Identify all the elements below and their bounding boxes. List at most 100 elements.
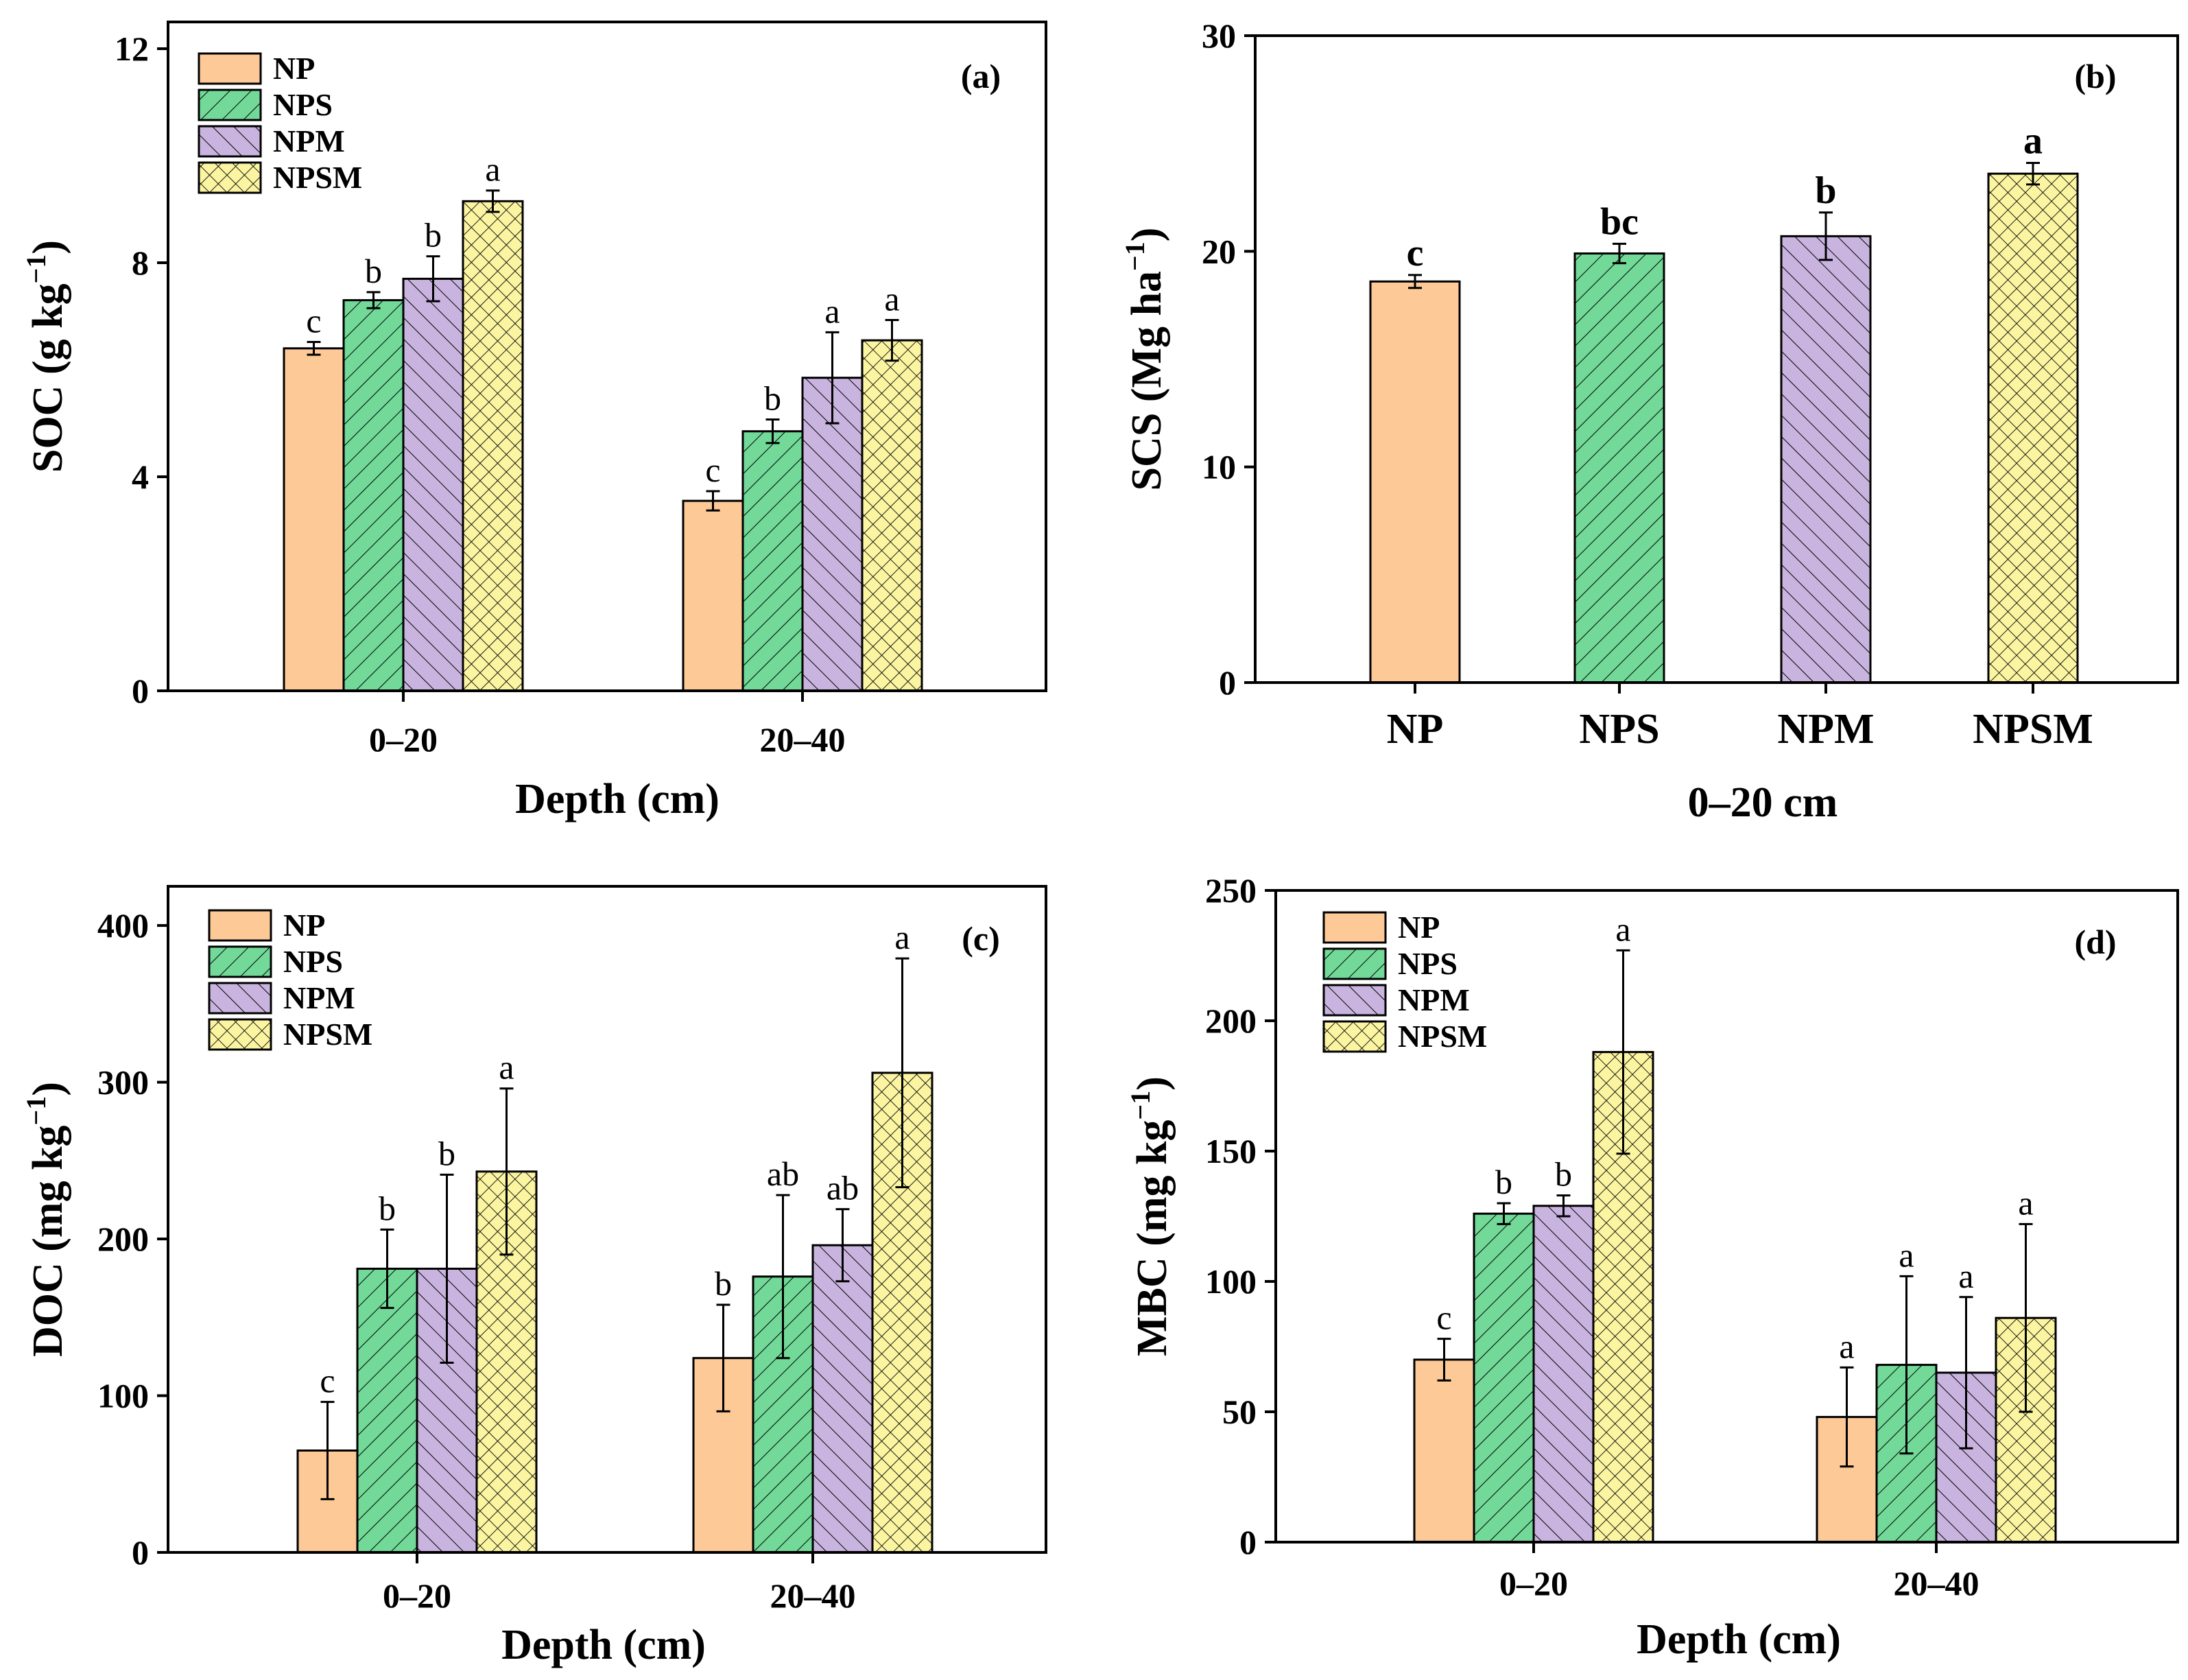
panel-label: (d) [2074,923,2116,961]
legend-swatch-nps [208,945,272,978]
y-tick-label: 300 [97,1063,149,1102]
y-axis-title-tail: ) [1129,1076,1176,1091]
significance-letter: a [2018,1183,2033,1222]
y-axis-title: DOC (mg kg−1) [21,1082,71,1357]
legend-label-np: NP [1398,910,1440,945]
x-axis-title: Depth (cm) [515,776,720,823]
y-axis-title-main: SOC (g kg [25,283,71,473]
chart-panel-b: 0 10 20 30 SCS (Mg ha−1) 0–20 cm (b) c NP bc NPS b N… [1119,16,2179,826]
legend-label-npm: NPM [1398,982,1470,1017]
y-tick-label: 150 [1205,1132,1257,1170]
y-tick-label: 250 [1205,871,1257,910]
legend-label-npm: NPM [283,980,355,1015]
y-tick-label: 20 [1202,232,1236,270]
legend-swatch-npm [208,982,272,1015]
panel-label: (a) [961,57,1001,95]
legend-swatch-npm [1322,984,1387,1017]
x-tick-label: 0–20 [383,1576,451,1615]
plot-frame [1274,889,2179,1543]
significance-letter: c [306,301,321,340]
y-tick-label: 8 [132,244,149,282]
bar-npm [1780,235,1872,684]
y-axis-title-sup: −1 [1119,241,1150,271]
significance-letter: ab [827,1169,859,1207]
panel-label: (c) [962,919,1000,958]
legend-label-np: NP [283,908,325,943]
x-tick-label: NPS [1579,706,1659,753]
y-tick-label: 100 [1205,1262,1257,1301]
significance-letter: a [884,279,899,318]
x-tick-label: NPSM [1973,706,2093,753]
significance-letter: b [715,1264,732,1303]
y-tick-label: 400 [97,906,149,945]
x-tick-label: 20–40 [760,720,846,759]
x-tick-label: 0–20 [1499,1564,1568,1602]
bar-npsm [1987,172,2079,684]
legend-swatch-npm [198,125,262,158]
significance-letter: a [1899,1235,1914,1274]
bar-npm [402,277,464,692]
bar-npm [1532,1205,1595,1543]
bar-npsm [462,200,524,692]
y-axis-title-tail: ) [25,240,71,255]
significance-letter: a [1839,1327,1854,1365]
y-axis-title: SCS (Mg ha−1) [1119,228,1170,491]
y-tick-label: 12 [115,29,149,68]
legend-label-nps: NPS [273,87,333,122]
bar-nps [1473,1212,1535,1543]
plot-frame [1254,34,2179,684]
y-axis-title-main: SCS (Mg ha [1123,271,1170,490]
y-tick-label: 100 [97,1377,149,1415]
significance-letter: a [1615,910,1630,948]
significance-letter: ab [767,1155,799,1193]
legend-swatch-np [198,52,262,85]
y-tick-label: 0 [1219,663,1236,702]
y-tick-label: 200 [1205,1002,1257,1040]
bar-np [1413,1358,1475,1543]
legend-swatch-nps [198,88,262,121]
significance-letter: b [1815,169,1836,212]
significance-letter: a [499,1048,514,1087]
x-tick-label: 20–40 [770,1576,856,1615]
legend-swatch-npsm [198,161,262,194]
significance-letter: a [824,292,840,330]
significance-letter: c [1407,232,1424,274]
bar-nps [1573,252,1665,684]
significance-letter: a [1958,1257,1973,1295]
bar-np [1369,280,1461,684]
legend-label-npsm: NPSM [283,1017,372,1052]
y-tick-label: 50 [1222,1393,1257,1431]
legend-swatch-npsm [1322,1020,1387,1053]
chart-panel-d: 0 50 100 150 200 250 MBC (mg kg−1) Depth (cm) (d… [1125,871,2179,1663]
x-tick-label: NPM [1777,706,1874,753]
bar-npm [811,1244,874,1554]
significance-letter: bc [1600,200,1639,243]
y-tick-label: 0 [1239,1523,1257,1561]
y-axis-title-main: MBC (mg kg [1129,1120,1176,1356]
significance-letter: a [485,150,500,189]
significance-letter: b [1555,1155,1572,1194]
plot-frame [167,885,1047,1554]
legend-swatch-np [1322,911,1387,944]
significance-letter: a [2023,119,2043,162]
x-tick-label: 0–20 [369,720,438,759]
significance-letter: b [764,379,781,418]
x-axis-title: 0–20 cm [1688,779,1838,826]
significance-letter: b [365,252,382,290]
panel-label: (b) [2074,57,2116,95]
x-axis-title: Depth (cm) [501,1622,706,1668]
legend-swatch-nps [1322,947,1387,980]
chart-panel-c: 0 100 200 300 400 DOC (mg kg−1) Depth (cm) (c) c… [21,885,1047,1668]
bar-nps [356,1267,418,1554]
y-tick-label: 200 [97,1220,149,1258]
significance-letter: b [379,1189,396,1227]
significance-letter: b [425,216,442,255]
y-axis-title: MBC (mg kg−1) [1125,1076,1176,1356]
x-tick-label: 20–40 [1894,1564,1979,1602]
significance-letter: b [1495,1163,1512,1201]
y-tick-label: 0 [132,672,149,710]
